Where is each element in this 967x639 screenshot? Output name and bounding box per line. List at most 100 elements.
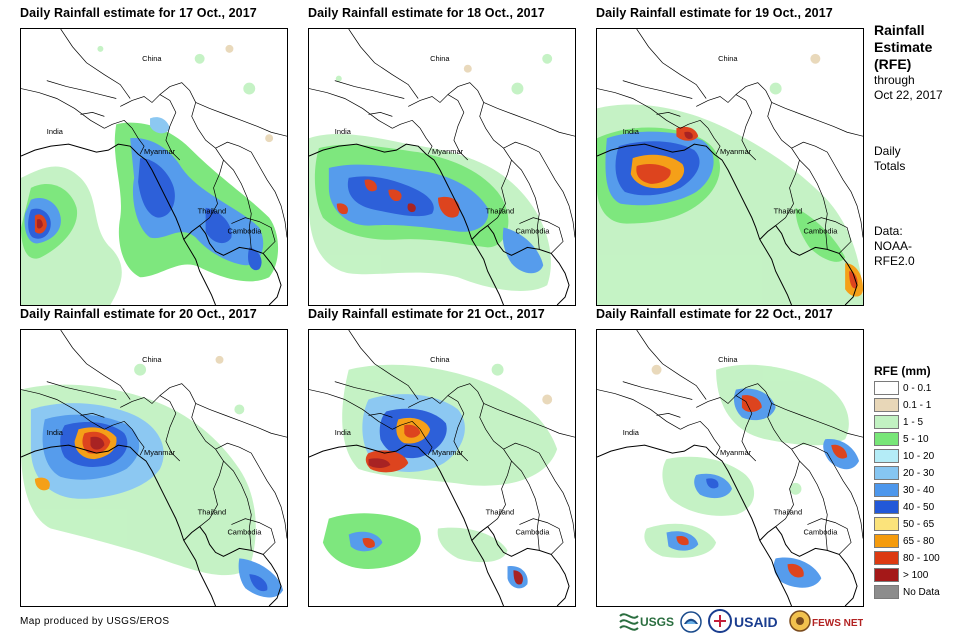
label-thailand: Thailand xyxy=(198,508,227,517)
label-cambodia: Cambodia xyxy=(515,528,550,537)
legend-item: 0 - 0.1 xyxy=(874,380,966,396)
usgs-wordmark: USGS xyxy=(640,615,674,629)
label-myanmar: Myanmar xyxy=(720,448,752,457)
legend-swatch xyxy=(874,466,899,480)
fewsnet-wordmark: FEWS NET xyxy=(812,618,863,629)
usaid-wordmark: USAID xyxy=(734,614,778,630)
panel-title: Daily Rainfall estimate for 22 Oct., 201… xyxy=(596,307,833,321)
legend-item: 80 - 100 xyxy=(874,550,966,566)
daily-text: Daily xyxy=(874,144,901,158)
rain-field xyxy=(309,53,553,292)
legend-label: 65 - 80 xyxy=(903,535,935,547)
map-panel-17-oct: Daily Rainfall estimate for 17 Oct., 201… xyxy=(20,6,290,306)
legend-label: > 100 xyxy=(903,569,929,581)
label-india: India xyxy=(623,127,640,136)
panel-title: Daily Rainfall estimate for 19 Oct., 201… xyxy=(596,6,833,20)
label-india: India xyxy=(335,428,352,437)
label-cambodia: Cambodia xyxy=(227,227,262,236)
legend-swatch xyxy=(874,500,899,514)
label-cambodia: Cambodia xyxy=(803,528,838,537)
label-china: China xyxy=(142,355,162,364)
label-myanmar: Myanmar xyxy=(144,147,176,156)
rfe-title-line3: (RFE) xyxy=(874,56,912,72)
legend-item: > 100 xyxy=(874,567,966,583)
rainfall-map[interactable]: China India Myanmar Thailand Cambodia xyxy=(596,28,864,306)
legend-swatch xyxy=(874,449,899,463)
through-date: Oct 22, 2017 xyxy=(874,88,943,102)
legend-item: 40 - 50 xyxy=(874,499,966,515)
label-thailand: Thailand xyxy=(486,207,515,216)
usgs-logo: USGS xyxy=(619,613,674,631)
map-panel-21-oct: Daily Rainfall estimate for 21 Oct., 201… xyxy=(308,307,578,607)
legend-swatch xyxy=(874,517,899,531)
label-myanmar: Myanmar xyxy=(720,147,752,156)
legend-label: 50 - 65 xyxy=(903,518,935,530)
map-panel-22-oct: Daily Rainfall estimate for 22 Oct., 201… xyxy=(596,307,866,607)
rainfall-map[interactable]: China India Myanmar Thailand Cambodia xyxy=(308,28,576,306)
rfe-title-line1: Rainfall xyxy=(874,22,925,38)
data-source-line2: RFE2.0 xyxy=(874,254,915,268)
legend-item: 50 - 65 xyxy=(874,516,966,532)
rain-field xyxy=(597,53,863,305)
label-china: China xyxy=(718,355,738,364)
legend-swatch xyxy=(874,534,899,548)
agency-logos: USGS USAID FEWS NET xyxy=(618,608,863,636)
rfe-legend: RFE (mm) 0 - 0.1 0.1 - 1 1 - 5 5 - 10 10 - 2… xyxy=(874,364,966,601)
legend-label: 0 - 0.1 xyxy=(903,382,932,394)
panel-title: Daily Rainfall estimate for 20 Oct., 201… xyxy=(20,307,257,321)
label-cambodia: Cambodia xyxy=(515,227,550,236)
legend-swatch xyxy=(874,415,899,429)
map-panel-20-oct: Daily Rainfall estimate for 20 Oct., 201… xyxy=(20,307,290,607)
legend-label: 1 - 5 xyxy=(903,416,924,428)
noaa-logo xyxy=(680,611,702,633)
label-cambodia: Cambodia xyxy=(803,227,838,236)
label-cambodia: Cambodia xyxy=(227,528,262,537)
legend-swatch xyxy=(874,432,899,446)
side-info: Rainfall Estimate (RFE) through Oct 22, … xyxy=(874,22,966,269)
rainfall-map[interactable]: China India Myanmar Thailand Cambodia xyxy=(596,329,864,607)
rainfall-map[interactable]: China India Myanmar Thailand Cambodia xyxy=(20,329,288,607)
rainfall-map[interactable]: China India Myanmar Thailand Cambodia xyxy=(20,28,288,306)
legend-item: 30 - 40 xyxy=(874,482,966,498)
label-thailand: Thailand xyxy=(198,207,227,216)
panel-title: Daily Rainfall estimate for 18 Oct., 201… xyxy=(308,6,545,20)
legend-title: RFE (mm) xyxy=(874,364,931,378)
legend-label: 40 - 50 xyxy=(903,501,935,513)
label-myanmar: Myanmar xyxy=(144,448,176,457)
legend-item: 10 - 20 xyxy=(874,448,966,464)
legend-label: 5 - 10 xyxy=(903,433,929,445)
data-source-line1: NOAA- xyxy=(874,239,913,253)
rain-field xyxy=(21,355,284,598)
map-credit: Map produced by USGS/EROS xyxy=(20,616,170,627)
rainfall-map[interactable]: China India Myanmar Thailand Cambodia xyxy=(308,329,576,607)
label-china: China xyxy=(430,355,450,364)
legend-label: 10 - 20 xyxy=(903,450,935,462)
legend-swatch xyxy=(874,381,899,395)
panel-title: Daily Rainfall estimate for 21 Oct., 201… xyxy=(308,307,545,321)
label-thailand: Thailand xyxy=(486,508,515,517)
label-china: China xyxy=(142,54,162,63)
label-india: India xyxy=(47,428,64,437)
panel-title: Daily Rainfall estimate for 17 Oct., 201… xyxy=(20,6,257,20)
label-india: India xyxy=(47,127,64,136)
label-thailand: Thailand xyxy=(774,207,803,216)
legend-swatch xyxy=(874,568,899,582)
label-india: India xyxy=(623,428,640,437)
legend-item: 5 - 10 xyxy=(874,431,966,447)
legend-item: No Data xyxy=(874,584,966,600)
data-label: Data: xyxy=(874,224,903,238)
fewsnet-logo: FEWS NET xyxy=(789,610,863,632)
label-myanmar: Myanmar xyxy=(432,147,464,156)
totals-text: Totals xyxy=(874,159,906,173)
legend-swatch xyxy=(874,551,899,565)
rain-field xyxy=(322,363,558,589)
rain-field xyxy=(21,44,279,305)
legend-label: 30 - 40 xyxy=(903,484,935,496)
rfe-title-line2: Estimate xyxy=(874,39,933,55)
legend-item: 0.1 - 1 xyxy=(874,397,966,413)
legend-swatch xyxy=(874,398,899,412)
label-china: China xyxy=(430,54,450,63)
legend-item: 1 - 5 xyxy=(874,414,966,430)
label-china: China xyxy=(718,54,738,63)
through-text: through xyxy=(874,73,915,87)
